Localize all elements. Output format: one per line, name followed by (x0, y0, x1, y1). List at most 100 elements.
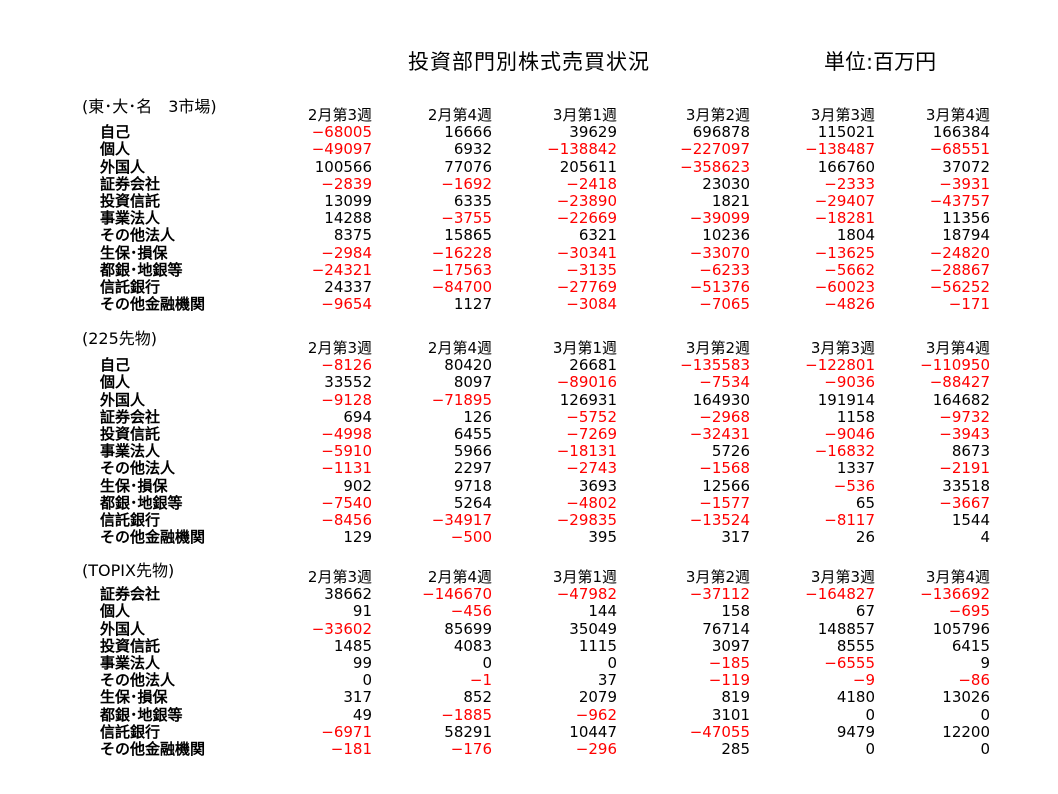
value-cell: −5910 (321, 442, 372, 461)
value-cell: 38662 (324, 585, 372, 604)
row-label: その他金融機関 (100, 740, 206, 758)
column-header: 2月第4週 (427, 339, 492, 357)
column-header-row: 2月第3週 2月第4週 3月第1週 3月第2週 3月第3週 3月第4週 (0, 340, 1058, 357)
value-cell: −29407 (814, 192, 875, 210)
value-cell: −3755 (441, 209, 492, 228)
table-row: その他金融機関 129 −500 395 317 26 4 (0, 529, 1058, 546)
value-cell: 9479 (836, 722, 875, 741)
table-row: 事業法人 99 0 0 −185 −6555 9 (0, 655, 1058, 672)
value-cell: −9732 (939, 407, 990, 426)
value-cell: −138487 (805, 140, 875, 159)
table-row: 都銀･地銀等 −24321 −17563 −3135 −6233 −5662 −28867 (0, 260, 1058, 279)
value-cell: 8375 (333, 226, 372, 245)
value-cell: −16832 (814, 442, 875, 461)
section-label: (225先物) (82, 329, 158, 348)
row-label: 投資信託 (100, 425, 161, 443)
value-cell: 85699 (444, 619, 492, 638)
value-cell: −536 (833, 476, 875, 495)
value-cell: 65 (855, 493, 875, 512)
row-label: 個人 (100, 602, 131, 621)
column-header: 3月第1週 (552, 568, 617, 586)
value-cell: 0 (482, 654, 492, 672)
value-cell: −110950 (920, 356, 990, 375)
value-cell: 77076 (444, 157, 492, 176)
value-cell: 3101 (711, 705, 750, 724)
row-label: 生保･損保 (100, 243, 168, 262)
value-cell: −3931 (939, 174, 990, 193)
table-row: 投資信託 1485 4083 1115 3097 8555 6415 (0, 636, 1058, 655)
row-label: 自己 (100, 123, 131, 142)
value-cell: 13099 (324, 192, 372, 210)
value-cell: −24820 (929, 243, 990, 262)
table-row: その他金融機関 −9654 1127 −3084 −7065 −4826 −171 (0, 296, 1058, 313)
value-cell: 1821 (711, 192, 750, 210)
value-cell: −1 (469, 671, 492, 690)
value-cell: −185 (708, 654, 750, 672)
row-label: その他法人 (100, 459, 176, 478)
unit-label: 単位:百万円 (824, 50, 937, 74)
value-cell: 26 (855, 528, 875, 547)
column-header: 3月第2週 (685, 106, 750, 124)
value-cell: −164827 (805, 585, 875, 604)
value-cell: 18794 (942, 226, 990, 245)
row-label: 生保･損保 (100, 476, 168, 495)
value-cell: −88427 (929, 373, 990, 392)
value-cell: −1692 (441, 174, 492, 193)
value-cell: 100566 (314, 157, 372, 176)
value-cell: 4 (980, 528, 990, 547)
value-cell: −47982 (556, 585, 617, 604)
value-cell: 80420 (444, 356, 492, 375)
value-cell: 6455 (453, 425, 492, 443)
value-cell: −122801 (805, 356, 875, 375)
value-cell: 12566 (702, 476, 750, 495)
table-row: その他法人 8375 15865 6321 10236 1804 18794 (0, 227, 1058, 244)
column-header: 3月第3週 (810, 106, 875, 124)
value-cell: −49097 (311, 140, 372, 159)
table-row: 都銀･地銀等 49 −1885 −962 3101 0 0 (0, 705, 1058, 724)
table-row: 投資信託 −4998 6455 −7269 −32431 −9046 −3943 (0, 426, 1058, 443)
value-cell: 129 (343, 528, 372, 547)
value-cell: −171 (948, 295, 990, 314)
row-label: 外国人 (100, 619, 146, 638)
table-row: 証券会社 −2839 −1692 −2418 23030 −2333 −3931 (0, 174, 1058, 193)
value-cell: −500 (450, 528, 492, 547)
value-cell: 0 (980, 740, 990, 758)
value-cell: −8126 (321, 356, 372, 375)
value-cell: −39099 (689, 209, 750, 228)
value-cell: 0 (362, 671, 372, 690)
row-label: 信託銀行 (100, 722, 161, 741)
value-cell: 15865 (444, 226, 492, 245)
value-cell: 105796 (932, 619, 990, 638)
value-cell: 13026 (942, 688, 990, 707)
value-cell: 10236 (702, 226, 750, 245)
value-cell: 37072 (942, 157, 990, 176)
value-cell: 126931 (559, 390, 617, 409)
value-cell: −84700 (431, 278, 492, 296)
value-cell: 33552 (324, 373, 372, 392)
value-cell: 6415 (951, 636, 990, 655)
value-cell: −22669 (556, 209, 617, 228)
value-cell: −8117 (824, 511, 875, 529)
row-label: 都銀･地銀等 (100, 705, 183, 724)
value-cell: −135583 (680, 356, 750, 375)
value-cell: −18281 (814, 209, 875, 228)
value-cell: 205611 (559, 157, 617, 176)
value-cell: −28867 (929, 260, 990, 279)
value-cell: 39629 (569, 123, 617, 142)
value-cell: 76714 (702, 619, 750, 638)
value-cell: −2191 (939, 459, 990, 478)
value-cell: −43757 (929, 192, 990, 210)
table-row: 個人 −49097 6932 −138842 −227097 −138487 −68551 (0, 141, 1058, 158)
value-cell: 9 (980, 654, 990, 672)
value-cell: −119 (708, 671, 750, 690)
value-cell: 23030 (702, 174, 750, 193)
value-cell: −18131 (556, 442, 617, 461)
value-cell: 4180 (836, 688, 875, 707)
value-cell: 166384 (932, 123, 990, 142)
value-cell: −181 (330, 740, 372, 758)
row-label: その他金融機関 (100, 528, 206, 547)
value-cell: 8673 (951, 442, 990, 461)
value-cell: −33070 (689, 243, 750, 262)
value-cell: −136692 (920, 585, 990, 604)
value-cell: 33518 (942, 476, 990, 495)
